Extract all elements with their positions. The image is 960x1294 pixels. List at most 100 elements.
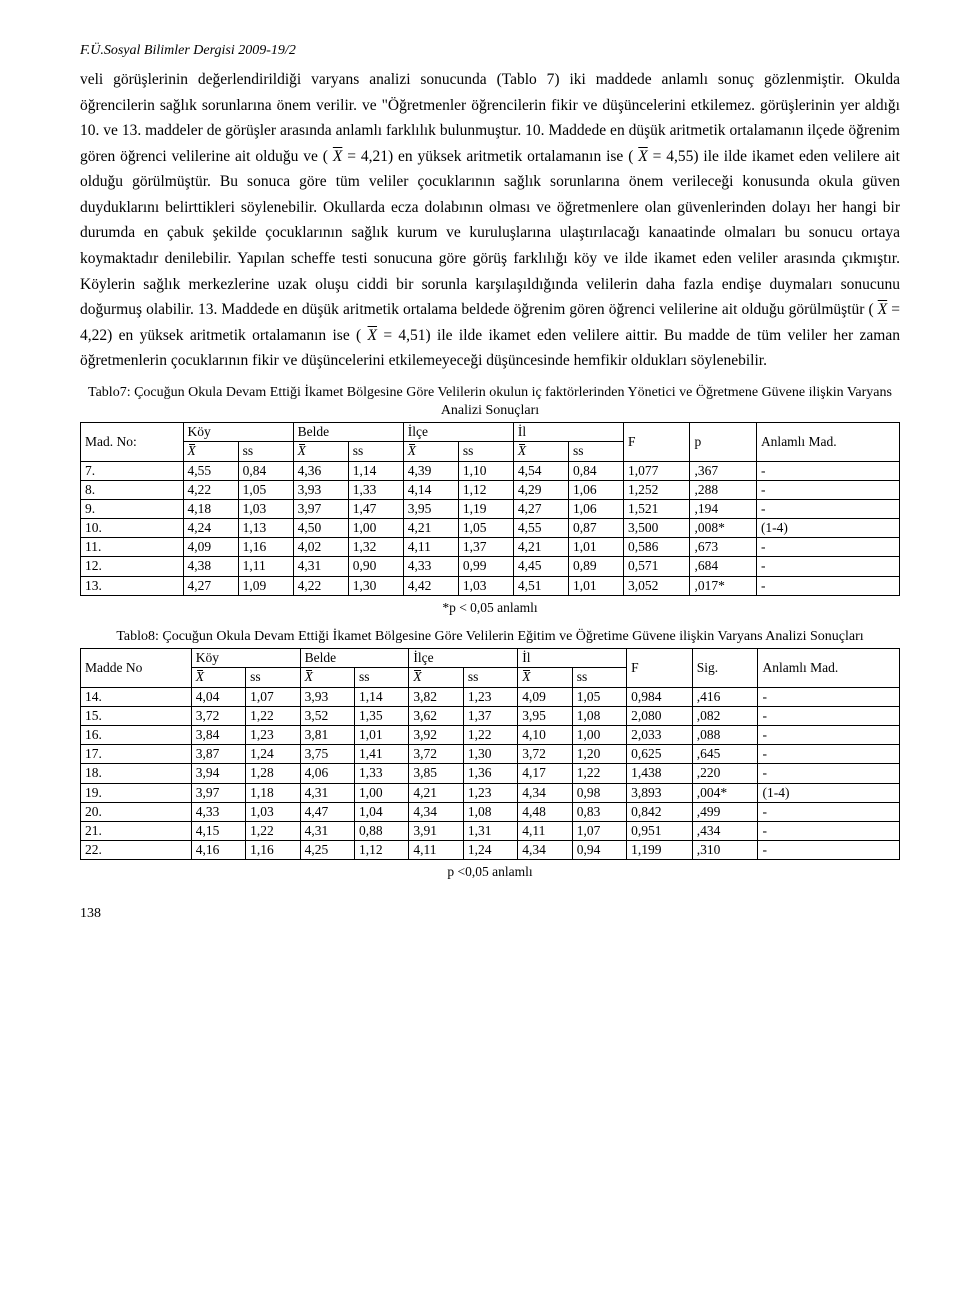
cell: 10. [81,519,184,538]
col-ss: ss [458,442,513,461]
cell: 1,14 [355,687,409,706]
cell: 3,85 [409,764,463,783]
cell: 21. [81,821,192,840]
table8-footnote: p <0,05 anlamlı [80,862,900,882]
table-row: 14.4,041,073,931,143,821,234,091,050,984… [81,687,900,706]
cell: 1,08 [572,706,626,725]
cell: 4,33 [403,557,458,576]
col-xbar: X [518,668,572,687]
col-ss: ss [568,442,623,461]
col-madno: Madde No [81,649,192,687]
cell: 4,54 [513,461,568,480]
cell: 1,16 [238,538,293,557]
cell: - [758,706,900,725]
col-anlamli: Anlamlı Mad. [756,423,899,461]
cell: 4,11 [403,538,458,557]
cell: 11. [81,538,184,557]
body-paragraph: veli görüşlerinin değerlendirildiği vary… [80,67,900,374]
cell: ,288 [690,480,756,499]
cell: 1,14 [348,461,403,480]
cell: 1,07 [246,687,300,706]
cell: 16. [81,726,192,745]
cell: - [756,576,899,595]
cell: 1,16 [246,841,300,860]
cell: 4,14 [403,480,458,499]
cell: 1,00 [348,519,403,538]
cell: 1,30 [348,576,403,595]
cell: (1-4) [758,783,900,802]
cell: 1,19 [458,499,513,518]
cell: 1,06 [568,480,623,499]
cell: 4,45 [513,557,568,576]
cell: 0,571 [624,557,690,576]
cell: (1-4) [756,519,899,538]
cell: 1,24 [246,745,300,764]
cell: ,684 [690,557,756,576]
cell: ,220 [692,764,758,783]
cell: 3,95 [518,706,572,725]
cell: 3,72 [191,706,245,725]
cell: 0,984 [627,687,693,706]
cell: 0,951 [627,821,693,840]
cell: 3,84 [191,726,245,745]
cell: 0,88 [355,821,409,840]
cell: ,499 [692,802,758,821]
col-group: Köy [183,423,293,442]
cell: 0,83 [572,802,626,821]
table-row: 9.4,181,033,971,473,951,194,271,061,521,… [81,499,900,518]
cell: 1,23 [463,687,517,706]
cell: 3,93 [300,687,354,706]
cell: 4,33 [191,802,245,821]
cell: 3,52 [300,706,354,725]
cell: 3,72 [409,745,463,764]
cell: 1,01 [568,538,623,557]
cell: 1,252 [624,480,690,499]
cell: 1,11 [238,557,293,576]
cell: 1,33 [355,764,409,783]
cell: 1,01 [355,726,409,745]
table-row: 10.4,241,134,501,004,211,054,550,873,500… [81,519,900,538]
cell: 1,22 [246,821,300,840]
table7: Mad. No:KöyBeldeİlçeİlFpAnlamlı Mad.XssX… [80,422,900,596]
cell: 12. [81,557,184,576]
cell: ,645 [692,745,758,764]
cell: 22. [81,841,192,860]
cell: 1,08 [463,802,517,821]
col-group: İlçe [403,423,513,442]
cell: 1,03 [246,802,300,821]
cell: 4,27 [183,576,238,595]
cell: 4,34 [409,802,463,821]
cell: 1,199 [627,841,693,860]
table-row: 12.4,381,114,310,904,330,994,450,890,571… [81,557,900,576]
cell: 4,15 [191,821,245,840]
cell: ,434 [692,821,758,840]
cell: ,310 [692,841,758,860]
cell: 4,51 [513,576,568,595]
col-xbar: X [409,668,463,687]
cell: 0,842 [627,802,693,821]
col-group: Köy [191,649,300,668]
cell: 4,09 [183,538,238,557]
table-row: 17.3,871,243,751,413,721,303,721,200,625… [81,745,900,764]
cell: 4,04 [191,687,245,706]
cell: 1,32 [348,538,403,557]
cell: 1,20 [572,745,626,764]
cell: - [756,461,899,480]
cell: 0,90 [348,557,403,576]
cell: 4,31 [300,821,354,840]
cell: 4,31 [293,557,348,576]
cell: 4,02 [293,538,348,557]
table-row: 21.4,151,224,310,883,911,314,111,070,951… [81,821,900,840]
col-group: Belde [293,423,403,442]
cell: 4,47 [300,802,354,821]
cell: 4,27 [513,499,568,518]
cell: ,082 [692,706,758,725]
table8-caption: Tablo8: Çocuğun Okula Devam Ettiği İkame… [80,628,900,646]
cell: 2,033 [627,726,693,745]
cell: - [756,538,899,557]
col-anlamli: Anlamlı Mad. [758,649,900,687]
cell: 0,98 [572,783,626,802]
cell: 0,94 [572,841,626,860]
cell: 0,89 [568,557,623,576]
cell: 17. [81,745,192,764]
